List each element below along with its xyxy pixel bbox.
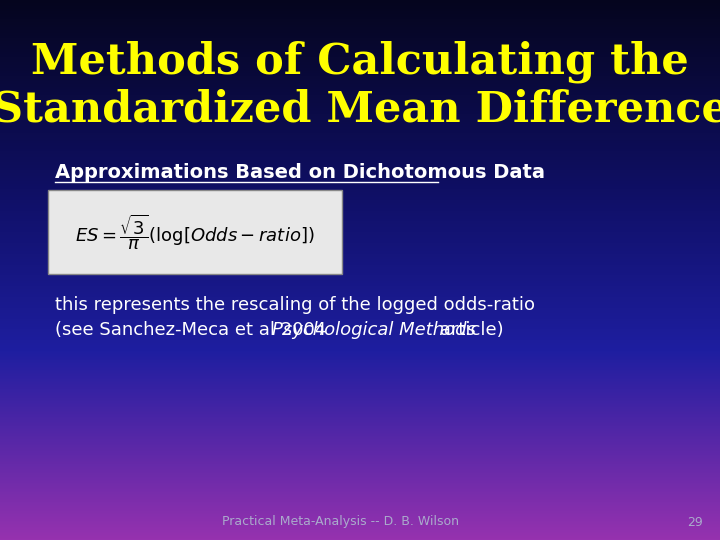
Text: (see Sanchez-Meca et al 2004: (see Sanchez-Meca et al 2004 [55,321,332,339]
Text: Psychological Methods: Psychological Methods [272,321,477,339]
Text: Practical Meta-Analysis -- D. B. Wilson: Practical Meta-Analysis -- D. B. Wilson [222,516,459,529]
Text: $\mathit{ES} = \dfrac{\sqrt{3}}{\pi}\left(\log\!\left[\mathit{Odds}-\mathit{rati: $\mathit{ES} = \dfrac{\sqrt{3}}{\pi}\lef… [76,212,315,252]
Text: Methods of Calculating the: Methods of Calculating the [31,40,689,83]
Text: Approximations Based on Dichotomous Data: Approximations Based on Dichotomous Data [55,163,545,181]
FancyBboxPatch shape [48,190,342,274]
Text: 29: 29 [687,516,703,529]
Text: article): article) [434,321,504,339]
Text: Standardized Mean Difference: Standardized Mean Difference [0,89,720,131]
Text: this represents the rescaling of the logged odds-ratio: this represents the rescaling of the log… [55,296,535,314]
